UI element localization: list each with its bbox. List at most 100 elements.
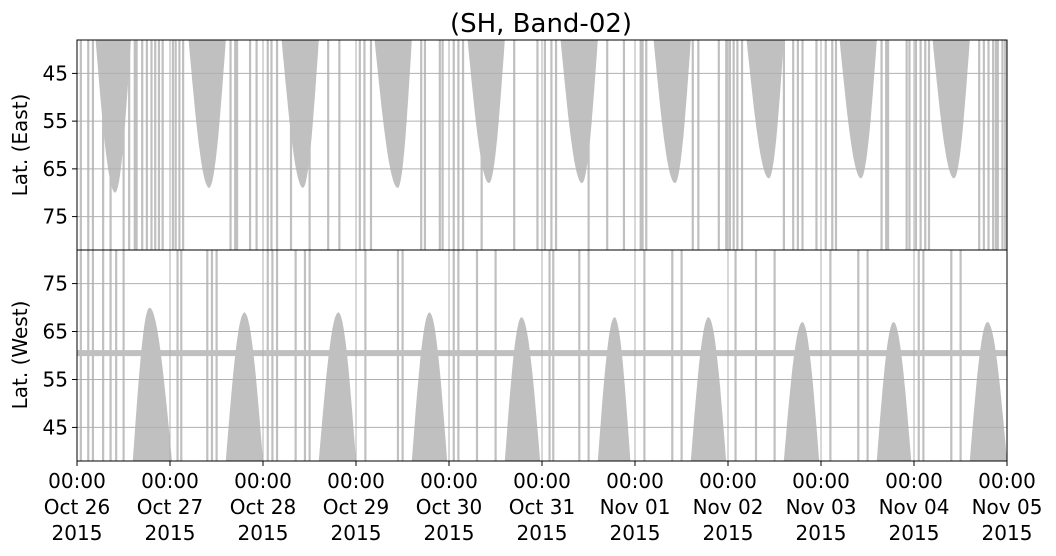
east-scan-line — [457, 40, 460, 250]
x-tick-label: Oct 26 — [44, 495, 110, 519]
east-ylabel: Lat. (East) — [8, 94, 32, 197]
east-scan-line — [796, 40, 799, 250]
east-scan-line — [135, 40, 138, 250]
east-scan-line — [91, 40, 95, 250]
east-scan-line — [927, 40, 931, 250]
east-scan-line — [996, 40, 999, 250]
east-scan-line — [550, 40, 553, 250]
x-tick-label: 2015 — [145, 521, 196, 545]
x-tick-label: 00:00 — [606, 469, 664, 493]
east-coverage-lobe — [467, 40, 505, 184]
west-coverage-lobe — [969, 322, 1007, 461]
x-tick-label: Oct 28 — [230, 495, 296, 519]
x-tick-label: 2015 — [703, 521, 754, 545]
east-scan-line — [87, 40, 90, 250]
x-tick-label: 2015 — [238, 521, 289, 545]
east-scan-line — [178, 40, 181, 250]
x-tick-label: 00:00 — [420, 469, 478, 493]
x-tick-label: 2015 — [424, 521, 475, 545]
west-coverage-lobe — [690, 317, 727, 461]
east-scan-line — [697, 40, 700, 250]
x-tick-label: Oct 29 — [323, 495, 389, 519]
east-scan-line — [982, 40, 985, 250]
x-tick-label: 2015 — [796, 521, 847, 545]
east-scan-line — [1001, 40, 1004, 250]
east-scan-line — [275, 40, 279, 250]
x-tick-label: Nov 02 — [693, 495, 764, 519]
east-scan-line — [782, 40, 785, 250]
east-scan-line — [740, 40, 744, 250]
east-coverage-lobe — [560, 40, 598, 184]
east-scan-line — [133, 40, 136, 250]
east-scan-line — [420, 40, 423, 250]
east-coverage-lobe — [374, 40, 412, 188]
east-scan-line — [880, 40, 883, 250]
east-coverage-lobe — [839, 40, 877, 179]
x-tick-label: 2015 — [517, 521, 568, 545]
x-tick-label: 2015 — [889, 521, 940, 545]
east-y-tick-label: 75 — [43, 205, 68, 229]
x-tick-label: 00:00 — [141, 469, 199, 493]
west-coverage-lobe — [318, 312, 356, 461]
east-coverage-lobe — [653, 40, 691, 184]
east-scan-line — [234, 40, 237, 250]
east-scan-line — [801, 40, 804, 250]
east-scan-line — [79, 40, 82, 250]
east-y-tick-label: 65 — [43, 157, 68, 181]
east-scan-line — [1004, 40, 1007, 250]
x-tick-label: 2015 — [610, 521, 661, 545]
west-y-tick-label: 45 — [43, 415, 68, 439]
east-scan-line — [824, 40, 827, 250]
east-scan-line — [717, 40, 720, 250]
east-scan-line — [924, 40, 927, 250]
east-scan-line — [438, 40, 441, 250]
east-y-tick-label: 45 — [43, 61, 68, 85]
east-coverage-lobe — [281, 40, 319, 188]
x-tick-label: 00:00 — [792, 469, 850, 493]
east-scan-line — [905, 40, 908, 250]
east-scan-line — [327, 40, 330, 250]
x-tick-label: Nov 03 — [786, 495, 857, 519]
east-coverage-lobe — [188, 40, 226, 188]
east-y-ticks: 45 55 65 75 — [43, 61, 77, 229]
east-scan-line — [992, 40, 995, 250]
west-coverage-lobe — [411, 312, 448, 461]
east-scan-line — [732, 40, 735, 250]
east-scan-line — [987, 40, 990, 250]
east-scan-line — [182, 40, 185, 250]
east-scan-line — [831, 40, 834, 250]
east-scan-line — [369, 40, 373, 250]
west-coverage-lobe — [225, 312, 263, 461]
x-tick-label: 2015 — [982, 521, 1033, 545]
west-y-tick-label: 75 — [43, 272, 68, 296]
x-tick-label: 2015 — [331, 521, 382, 545]
east-scan-line — [363, 40, 366, 250]
east-scan-line — [441, 40, 444, 250]
east-coverage-lobe — [95, 40, 131, 193]
east-scan-line — [248, 40, 252, 250]
east-scan-line — [266, 40, 269, 250]
x-tick-label: Nov 04 — [879, 495, 950, 519]
east-scan-line — [725, 40, 728, 250]
east-coverage-lobe — [746, 40, 784, 179]
west-y-tick-label: 55 — [43, 367, 68, 391]
east-scan-line — [452, 40, 455, 250]
east-scan-line — [289, 40, 293, 250]
west-coverage-lobe — [504, 317, 541, 461]
west-y-ticks: 45 55 65 75 — [43, 272, 77, 439]
panel-west: 45 55 65 75 Lat. (West) — [8, 250, 1008, 461]
east-scan-line — [128, 40, 131, 250]
east-scan-line — [639, 40, 642, 250]
x-tick-label: Oct 30 — [416, 495, 482, 519]
east-scan-line — [150, 40, 153, 250]
x-tick-label: 00:00 — [699, 469, 757, 493]
east-scan-line — [122, 40, 125, 250]
east-scan-line — [255, 40, 258, 250]
x-tick-label: 00:00 — [513, 469, 571, 493]
x-tick-label: Oct 27 — [137, 495, 203, 519]
x-tick-label: 2015 — [52, 521, 103, 545]
east-scan-line — [885, 40, 888, 250]
west-coverage-lobe — [783, 322, 820, 461]
east-scan-line — [886, 40, 890, 250]
